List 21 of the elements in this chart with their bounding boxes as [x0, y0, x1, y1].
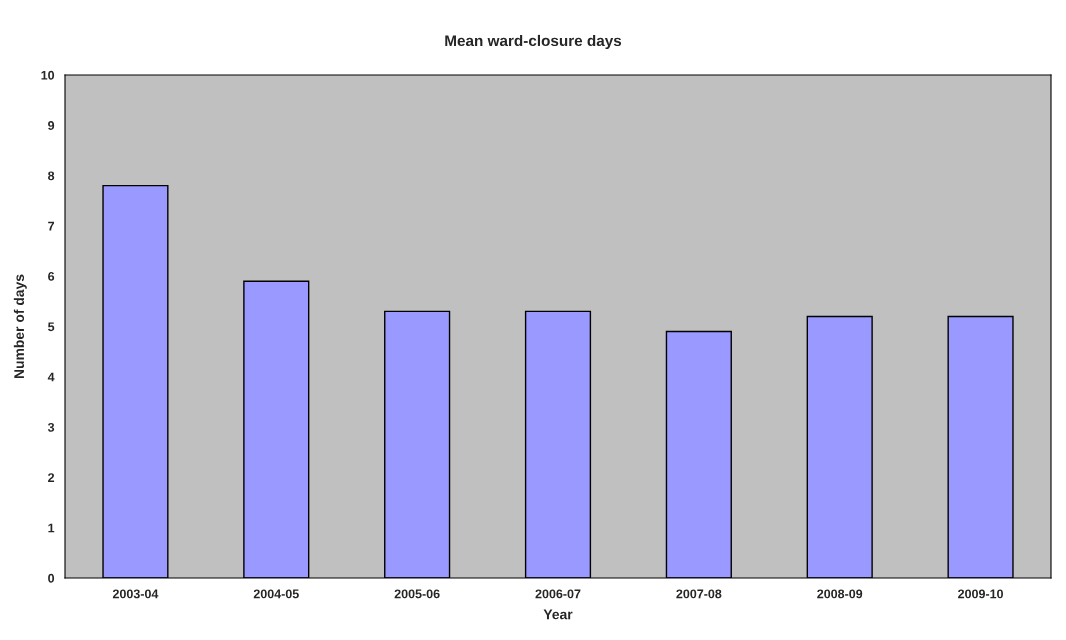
x-tick-label: 2007-08	[676, 589, 722, 599]
chart-title: Mean ward-closure days	[445, 34, 622, 50]
y-tick-label: 0	[48, 573, 55, 583]
x-tick-label: 2008-09	[817, 589, 863, 599]
y-tick-label: 5	[48, 322, 55, 332]
y-tick-label: 3	[47, 422, 55, 432]
y-tick-label: 10	[41, 70, 55, 80]
y-tick-label: 1	[48, 523, 55, 533]
x-tick-label: 2004-05	[253, 589, 299, 599]
y-tick-label: 2	[48, 473, 55, 482]
y-tick-label: 9	[48, 121, 55, 130]
y-tick-label: 6	[48, 272, 55, 281]
y-tick-label: 8	[48, 171, 55, 181]
x-tick-label: 2009-10	[958, 589, 1003, 599]
y-tick-label: 4	[47, 372, 55, 382]
x-tick-label: 2006-07	[535, 589, 581, 599]
y-axis-title: Number of days	[13, 274, 27, 379]
x-tick-label: 2005-06	[394, 589, 440, 599]
y-tick-label: 7	[48, 221, 55, 231]
x-tick-label: 2003-04	[112, 589, 159, 599]
x-axis-title: Year	[543, 609, 573, 620]
